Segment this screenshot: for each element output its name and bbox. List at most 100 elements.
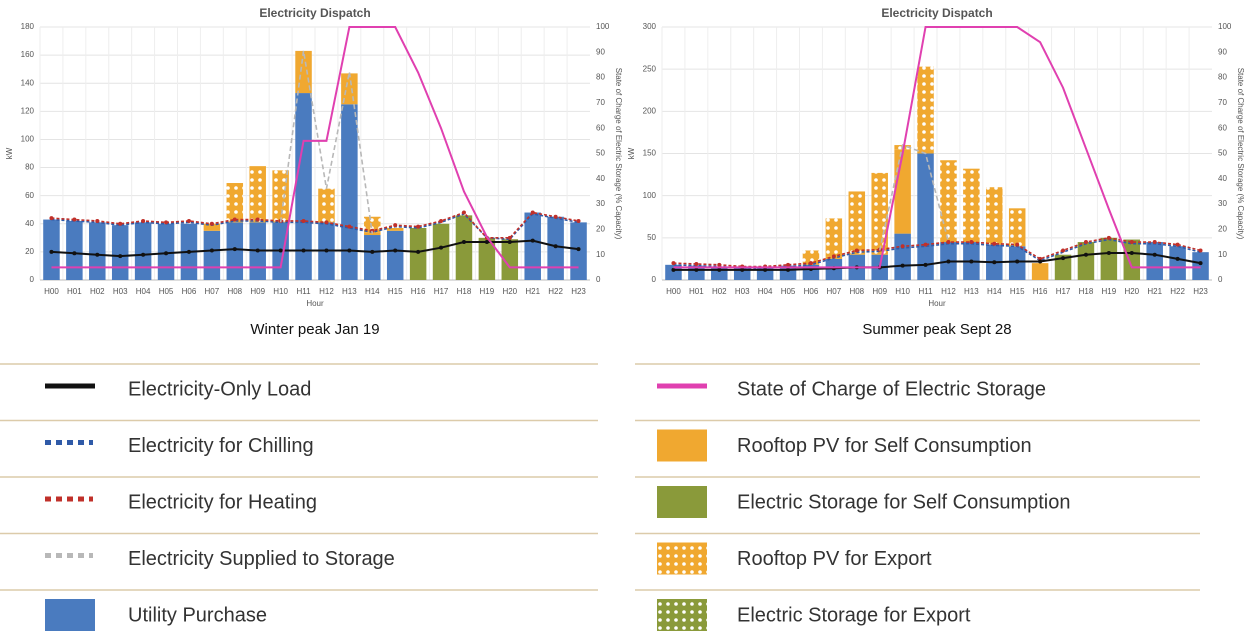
line-marker bbox=[1015, 242, 1020, 247]
bar-segment bbox=[295, 50, 312, 94]
line-marker bbox=[900, 263, 905, 268]
bar-segment bbox=[66, 220, 83, 280]
x-tick-label: H00 bbox=[666, 287, 681, 296]
bar-segment bbox=[1100, 237, 1118, 280]
line-marker bbox=[507, 235, 512, 240]
y2-tick-label: 60 bbox=[596, 123, 605, 132]
series-line bbox=[51, 211, 579, 239]
x-tick-label: H01 bbox=[689, 287, 704, 296]
x-tick-label: H06 bbox=[804, 287, 819, 296]
line-marker bbox=[576, 218, 581, 223]
line-marker bbox=[923, 262, 928, 267]
x-tick-label: H02 bbox=[712, 287, 727, 296]
line-marker bbox=[1061, 256, 1066, 261]
x-tick-label: H12 bbox=[941, 287, 956, 296]
x-tick-label: H12 bbox=[319, 287, 334, 296]
y-tick-label: 20 bbox=[25, 247, 34, 256]
chart-title: Electricity Dispatch bbox=[881, 6, 992, 20]
line-marker bbox=[1175, 242, 1180, 247]
y2-tick-label: 90 bbox=[1218, 47, 1227, 56]
line-marker bbox=[1129, 251, 1134, 256]
x-tick-label: H20 bbox=[1124, 287, 1139, 296]
line-marker bbox=[576, 247, 581, 252]
line-marker bbox=[694, 261, 699, 266]
line-marker bbox=[946, 259, 951, 264]
x-tick-label: H11 bbox=[296, 287, 311, 296]
line-marker bbox=[1152, 240, 1157, 245]
line-marker bbox=[507, 240, 512, 245]
series-line bbox=[673, 252, 1201, 271]
line-marker bbox=[484, 240, 489, 245]
y-tick-label: 160 bbox=[21, 50, 35, 59]
line-marker bbox=[923, 242, 928, 247]
y2-tick-label: 50 bbox=[1218, 149, 1227, 158]
y-tick-label: 40 bbox=[25, 219, 34, 228]
y-tick-label: 140 bbox=[21, 78, 35, 87]
line-marker bbox=[1038, 259, 1043, 264]
x-tick-label: H11 bbox=[918, 287, 933, 296]
y2-tick-label: 0 bbox=[596, 275, 601, 284]
bar-segment bbox=[409, 227, 427, 280]
line-marker bbox=[808, 261, 813, 266]
x-tick-label: H21 bbox=[1147, 287, 1162, 296]
x-tick-label: H17 bbox=[1056, 287, 1071, 296]
y-tick-label: 80 bbox=[25, 163, 34, 172]
line-marker bbox=[1083, 252, 1088, 257]
legend-marker bbox=[657, 542, 707, 575]
x-tick-label: H23 bbox=[571, 287, 586, 296]
y2-tick-label: 10 bbox=[596, 250, 605, 259]
bar-segment bbox=[1008, 208, 1026, 247]
x-tick-label: H18 bbox=[1079, 287, 1094, 296]
bar-segment bbox=[341, 104, 358, 280]
bar-segment bbox=[547, 216, 564, 280]
legend-label: Electricity-Only Load bbox=[128, 378, 311, 400]
chart-title: Electricity Dispatch bbox=[259, 6, 370, 20]
line-marker bbox=[49, 216, 54, 221]
line-marker bbox=[186, 249, 191, 254]
y-tick-label: 0 bbox=[30, 275, 35, 284]
bar-segment bbox=[203, 223, 221, 231]
y-tick-label: 200 bbox=[643, 106, 657, 115]
bar-segment bbox=[364, 216, 381, 233]
line-marker bbox=[164, 220, 169, 225]
bar-segment bbox=[134, 222, 152, 280]
line-marker bbox=[461, 210, 466, 215]
line-marker bbox=[347, 224, 352, 229]
bar-segment bbox=[43, 219, 60, 280]
series-line bbox=[279, 50, 374, 234]
bar-segment bbox=[917, 150, 934, 154]
line-marker bbox=[671, 261, 676, 266]
y-axis-label: kW bbox=[627, 147, 636, 159]
legend-label: Electricity Supplied to Storage bbox=[128, 548, 395, 570]
line-marker bbox=[900, 244, 905, 249]
line-marker bbox=[49, 249, 54, 254]
line-marker bbox=[393, 248, 398, 253]
legend-label: Rooftop PV for Export bbox=[737, 548, 932, 570]
line-marker bbox=[118, 221, 123, 226]
bar-segment bbox=[986, 187, 1003, 245]
line-marker bbox=[763, 267, 768, 272]
bar-segment bbox=[455, 215, 473, 280]
legend-label: Rooftop PV for Self Consumption bbox=[737, 435, 1032, 457]
y-axis-label: kW bbox=[5, 147, 14, 159]
line-marker bbox=[141, 218, 146, 223]
line-marker bbox=[1106, 251, 1111, 256]
x-tick-label: H00 bbox=[44, 287, 59, 296]
bar-segment bbox=[478, 237, 496, 280]
bar-segment bbox=[825, 218, 843, 257]
legend-marker bbox=[45, 599, 95, 631]
line-marker bbox=[530, 210, 535, 215]
x-tick-label: H19 bbox=[480, 287, 495, 296]
line-marker bbox=[278, 248, 283, 253]
bar-segment bbox=[295, 93, 312, 280]
line-marker bbox=[553, 244, 558, 249]
line-marker bbox=[370, 249, 375, 254]
line-marker bbox=[740, 267, 745, 272]
x-tick-label: H10 bbox=[273, 287, 288, 296]
legend-label: Electric Storage for Self Consumption bbox=[737, 491, 1071, 513]
line-marker bbox=[786, 262, 791, 267]
bar-segment bbox=[917, 66, 934, 151]
x-tick-label: H14 bbox=[987, 287, 1002, 296]
y2-tick-label: 30 bbox=[596, 199, 605, 208]
line-marker bbox=[1106, 235, 1111, 240]
